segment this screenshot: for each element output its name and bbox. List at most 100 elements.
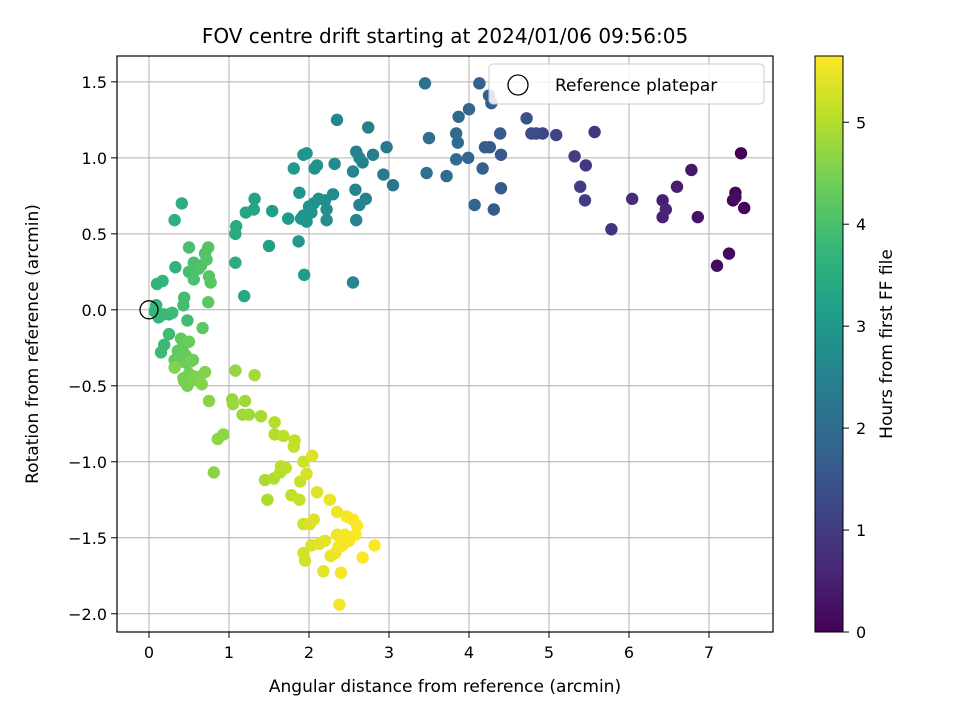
legend: Reference platepar <box>488 63 765 105</box>
data-point <box>350 519 364 532</box>
data-point <box>380 140 393 154</box>
data-point <box>574 180 587 193</box>
data-point <box>217 428 230 441</box>
data-point <box>320 213 333 227</box>
x-tick-label: 5 <box>544 643 554 662</box>
data-point <box>202 241 215 254</box>
y-tick-label: 0.5 <box>82 225 107 244</box>
y-tick-label: −2.0 <box>68 605 107 624</box>
data-point <box>525 127 538 140</box>
data-point <box>166 306 179 320</box>
data-point <box>362 121 375 134</box>
data-point <box>346 276 360 289</box>
colorbar <box>815 56 843 632</box>
data-point <box>450 153 463 166</box>
data-point <box>195 378 208 391</box>
data-point <box>462 151 475 165</box>
data-point <box>229 364 242 377</box>
data-point <box>202 296 215 309</box>
colorbar-tick-label: 2 <box>856 419 866 438</box>
data-point <box>181 314 194 327</box>
data-points <box>148 77 751 611</box>
colorbar-ticks: 0 1 2 3 4 5 <box>843 113 866 642</box>
data-point <box>478 140 492 154</box>
data-point <box>204 276 217 289</box>
data-point <box>377 168 390 181</box>
data-point <box>578 194 592 207</box>
data-point <box>568 150 581 163</box>
data-point <box>328 157 341 171</box>
data-point <box>366 148 380 161</box>
data-point <box>207 466 220 479</box>
data-point <box>550 128 563 142</box>
data-point <box>196 321 209 335</box>
reference-marker <box>139 300 159 320</box>
data-point <box>418 77 432 90</box>
y-tick-label: 0.0 <box>82 301 107 320</box>
data-point <box>605 223 618 236</box>
data-point <box>729 191 742 204</box>
y-tick-label: −1.5 <box>68 529 107 548</box>
y-tick-label: 1.5 <box>82 73 107 92</box>
data-point <box>297 455 310 468</box>
data-point <box>229 256 242 269</box>
colorbar-tick-label: 3 <box>856 317 866 336</box>
data-point <box>450 127 463 140</box>
data-point <box>168 213 181 227</box>
data-point <box>226 397 240 411</box>
data-point <box>292 235 305 248</box>
data-point <box>200 253 213 266</box>
data-point <box>239 206 252 219</box>
data-point <box>169 261 182 274</box>
data-point <box>451 136 464 149</box>
data-point <box>175 197 188 210</box>
y-axis-ticks: 1.5 1.0 0.5 0.0 −0.5 −1.0 −1.5 −2.0 <box>68 73 117 624</box>
y-tick-label: −1.0 <box>68 453 107 472</box>
data-point <box>306 449 319 462</box>
y-tick-label: 1.0 <box>82 149 107 168</box>
data-point <box>422 131 436 145</box>
data-point <box>277 429 290 443</box>
colorbar-tick-label: 1 <box>856 521 866 540</box>
data-point <box>302 200 316 213</box>
data-point <box>298 268 311 282</box>
data-point <box>350 145 363 158</box>
data-point <box>473 77 486 90</box>
data-point <box>462 102 476 116</box>
data-point <box>626 192 639 206</box>
legend-entry: Reference platepar <box>555 76 717 96</box>
data-point <box>368 539 381 552</box>
data-point <box>248 192 261 206</box>
data-point <box>187 273 200 286</box>
data-point <box>262 239 276 253</box>
data-point <box>268 416 281 429</box>
data-point <box>293 493 306 506</box>
legend-reference-icon <box>507 74 529 96</box>
data-point <box>248 368 261 382</box>
x-tick-label: 0 <box>144 643 154 662</box>
data-point <box>198 365 212 379</box>
data-point <box>420 166 433 180</box>
data-point <box>310 485 324 499</box>
y-axis-label: Rotation from reference (arcmin) <box>23 204 43 484</box>
data-point <box>254 409 268 423</box>
data-point <box>333 598 346 611</box>
data-point <box>202 394 216 408</box>
data-point <box>330 113 344 127</box>
data-point <box>334 566 348 579</box>
grid <box>117 56 773 632</box>
data-point <box>186 353 200 367</box>
data-point <box>300 467 313 481</box>
data-point <box>320 203 333 216</box>
data-point <box>182 335 196 348</box>
data-point <box>318 534 332 548</box>
data-point <box>287 162 300 175</box>
data-point <box>341 531 354 544</box>
x-axis-ticks: 0 1 2 3 4 5 6 7 <box>144 632 714 662</box>
colorbar-tick-label: 4 <box>856 215 866 234</box>
data-point <box>710 259 724 272</box>
data-point <box>182 241 196 254</box>
data-point <box>162 327 176 341</box>
data-point <box>734 147 748 160</box>
